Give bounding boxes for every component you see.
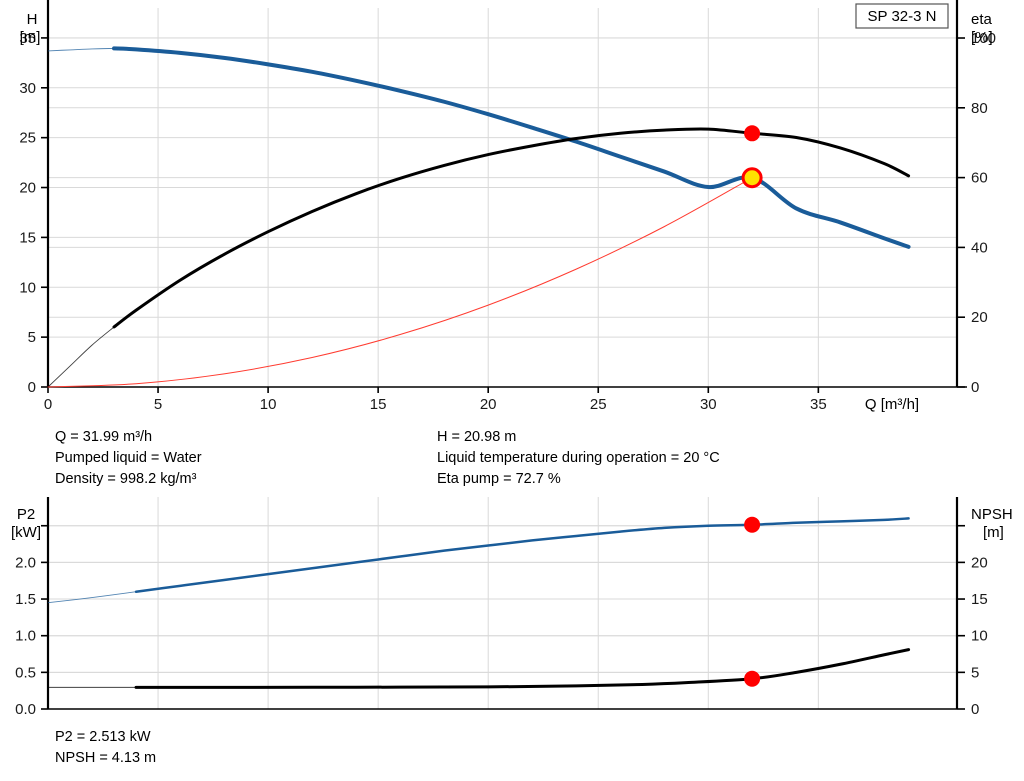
svg-text:2.0: 2.0 [15, 554, 36, 571]
svg-text:5: 5 [971, 664, 979, 681]
info-line-pumped-liquid: Pumped liquid = Water [55, 450, 202, 466]
power-npsh-chart: 0.0 0.5 1.0 1.5 2.0 0 5 10 15 20 P2[kW] NPSH[m] [11, 497, 1013, 718]
svg-text:40: 40 [971, 239, 988, 256]
duty-info-left: Q = 31.99 m³/h Pumped liquid = Water Den… [55, 427, 202, 490]
svg-text:25: 25 [19, 130, 36, 147]
head-efficiency-chart: 0 5 10 15 20 25 30 35 0 20 40 60 80 100 0 5 10 15 20 25 30 35… [19, 0, 996, 413]
info-line-h: H = 20.98 m [437, 429, 517, 445]
info-line-temperature: Liquid temperature during operation = 20… [437, 450, 720, 466]
svg-text:H: H [27, 11, 38, 28]
svg-text:Q [m³/h]: Q [m³/h] [865, 396, 919, 413]
info-line-p2: P2 = 2.513 kW [55, 729, 151, 745]
svg-text:1.5: 1.5 [15, 591, 36, 608]
svg-text:10: 10 [971, 628, 988, 645]
svg-text:[%]: [%] [971, 29, 993, 46]
svg-text:0: 0 [971, 701, 979, 718]
info-line-eta-pump: Eta pump = 72.7 % [437, 471, 561, 487]
info-line-npsh: NPSH = 4.13 m [55, 750, 157, 766]
svg-text:25: 25 [590, 396, 607, 413]
info-line-density: Density = 998.2 kg/m³ [55, 471, 197, 487]
svg-text:30: 30 [19, 80, 36, 97]
svg-text:NPSH: NPSH [971, 506, 1013, 523]
power-npsh-info: P2 = 2.513 kW NPSH = 4.13 m [55, 727, 156, 769]
svg-text:100: 100 [971, 30, 996, 47]
svg-text:P2: P2 [17, 506, 35, 523]
svg-text:20: 20 [971, 309, 988, 326]
svg-text:[kW]: [kW] [11, 524, 41, 541]
svg-text:20: 20 [19, 180, 36, 197]
svg-text:15: 15 [370, 396, 387, 413]
svg-text:0.5: 0.5 [15, 664, 36, 681]
svg-text:0.0: 0.0 [15, 701, 36, 718]
duty-info-right: H = 20.98 m Liquid temperature during op… [437, 427, 720, 490]
info-line-q: Q = 31.99 m³/h [55, 429, 153, 445]
svg-text:80: 80 [971, 100, 988, 117]
svg-text:[m]: [m] [983, 524, 1004, 541]
svg-text:20: 20 [480, 396, 497, 413]
svg-text:0: 0 [28, 379, 36, 396]
svg-text:35: 35 [19, 30, 36, 47]
svg-text:10: 10 [19, 279, 36, 296]
svg-text:0: 0 [971, 379, 979, 396]
svg-text:60: 60 [971, 170, 988, 187]
svg-text:15: 15 [19, 229, 36, 246]
svg-text:30: 30 [700, 396, 717, 413]
svg-text:1.0: 1.0 [15, 628, 36, 645]
svg-text:0: 0 [44, 396, 52, 413]
svg-text:eta: eta [971, 11, 993, 28]
svg-text:[m]: [m] [20, 29, 41, 46]
svg-text:5: 5 [154, 396, 162, 413]
svg-text:SP 32-3 N: SP 32-3 N [868, 8, 937, 25]
svg-text:10: 10 [260, 396, 277, 413]
svg-text:5: 5 [28, 329, 36, 346]
svg-text:35: 35 [810, 396, 827, 413]
svg-text:20: 20 [971, 554, 988, 571]
svg-text:15: 15 [971, 591, 988, 608]
